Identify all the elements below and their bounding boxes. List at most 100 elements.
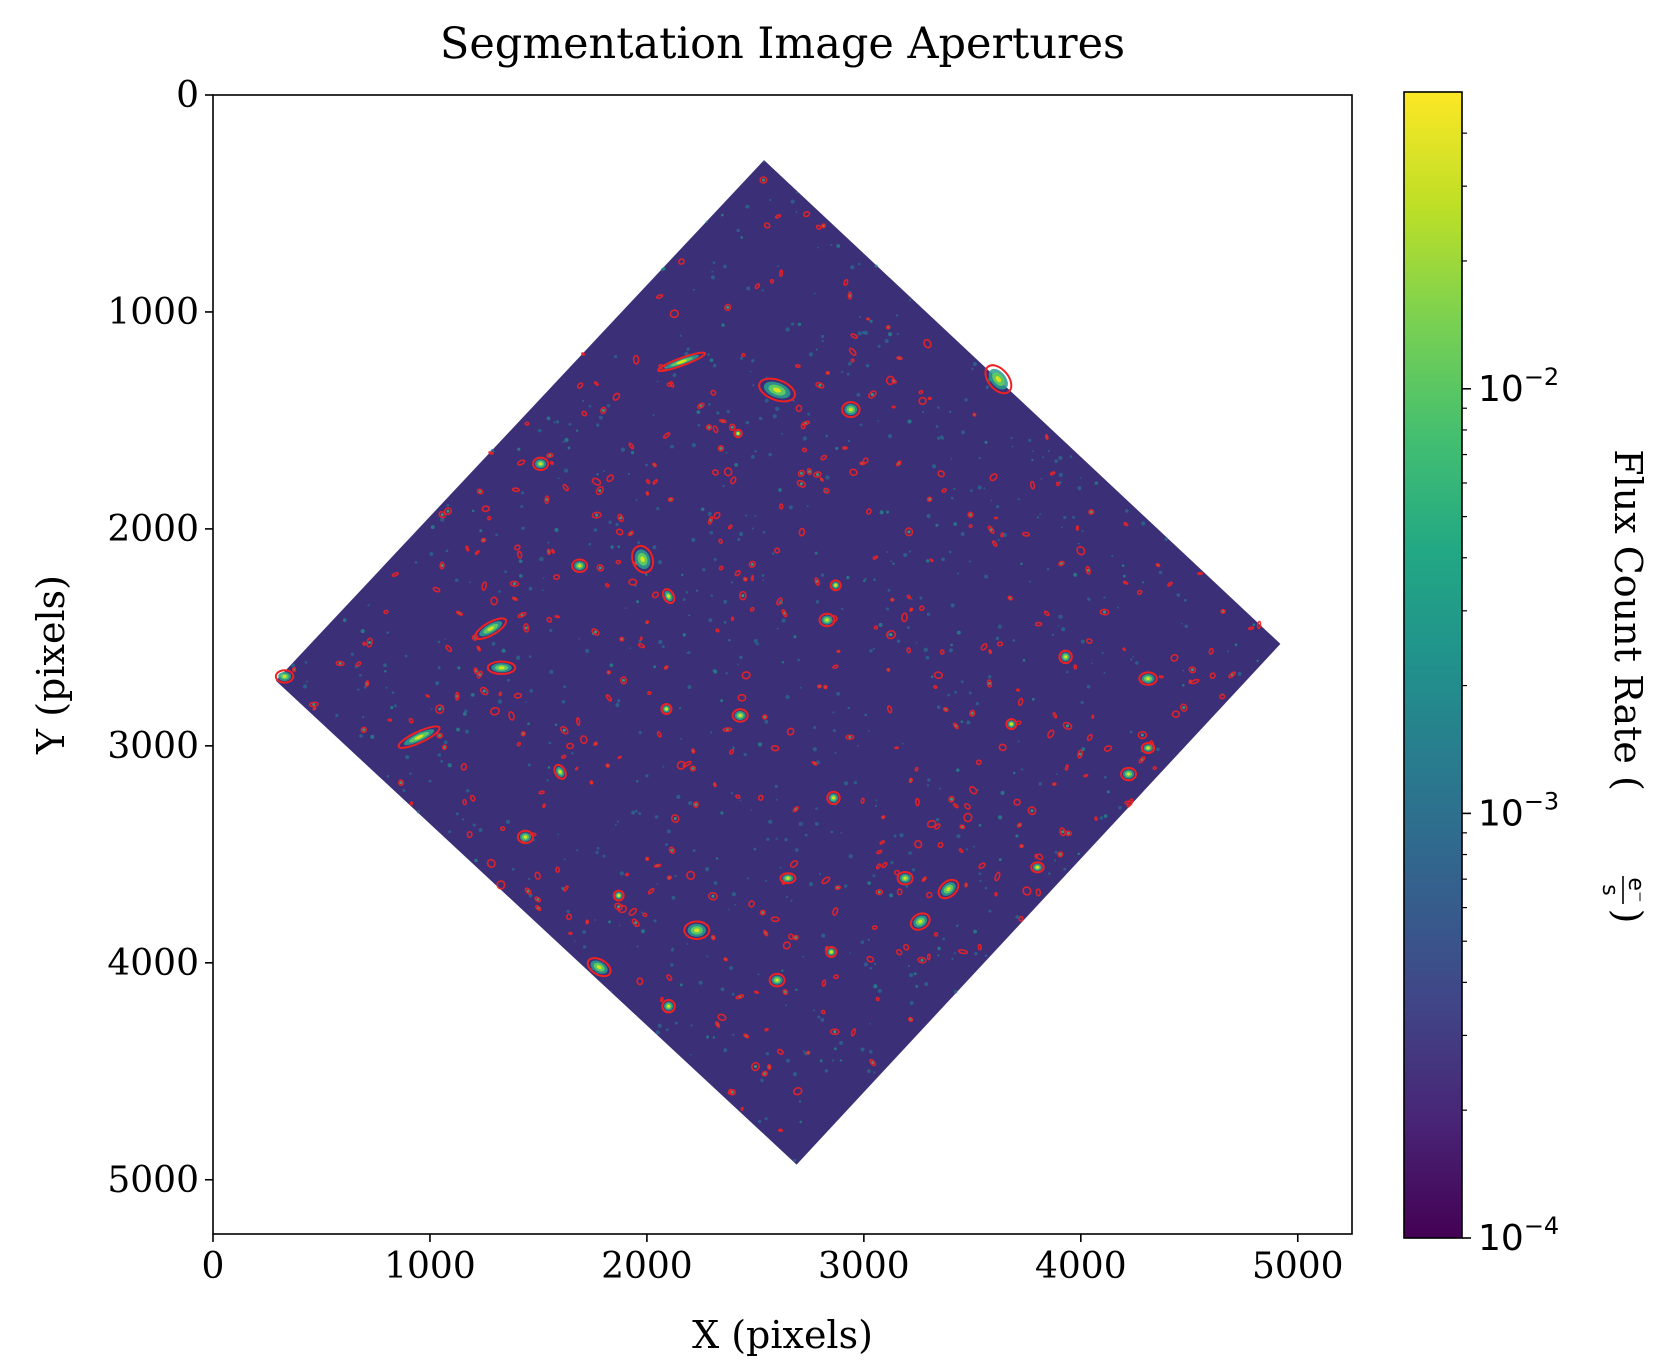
aperture [516,459,526,466]
aperture [908,777,913,784]
aperture [710,389,717,396]
aperture [986,679,993,688]
aperture [560,725,569,735]
aperture [806,1050,811,1055]
aperture [849,468,858,477]
aperture [1035,888,1042,897]
aperture [733,428,743,439]
bright-source [274,669,295,684]
aperture [439,561,445,570]
aperture [631,918,640,927]
aperture [834,885,842,891]
aperture [1052,782,1057,786]
aperture [833,974,839,980]
colorbar-unit-denominator: s [1597,884,1622,895]
bright-source [826,790,841,806]
aperture [571,558,589,574]
aperture [722,727,733,732]
bright-source [1138,671,1158,686]
aperture [627,530,634,537]
bright-source [397,725,441,749]
aperture [1137,730,1148,740]
aperture [967,511,974,518]
aperture [1015,688,1021,692]
aperture [560,754,567,759]
aperture [639,636,643,641]
aperture [906,647,912,654]
aperture [489,706,500,716]
aperture [762,929,769,937]
aperture [1086,638,1093,645]
aperture [969,786,978,795]
aperture [466,831,473,839]
aperture [651,591,660,599]
aperture [1155,562,1161,568]
image-footprint [275,160,1281,1165]
aperture [918,605,925,612]
aperture [1152,765,1157,771]
aperture [741,671,751,680]
aperture [868,390,877,399]
aperture [724,303,732,312]
aperture [989,473,998,482]
aperture [445,644,453,653]
aperture [615,528,624,536]
aperture [825,370,831,375]
aperture [820,454,828,461]
x-axis: 0 1000 2000 3000 4000 5000 [202,1234,1344,1287]
aperture [516,741,522,747]
aperture [595,485,604,496]
aperture [875,863,882,870]
aperture [937,878,960,900]
aperture [614,902,623,911]
aperture [770,745,780,752]
aperture [1179,703,1188,712]
aperture [617,755,622,760]
aperture [843,278,849,286]
aperture [628,442,635,450]
aperture [710,934,716,941]
x-tick-label: 0 [202,1246,225,1287]
aperture [1209,672,1216,679]
aperture [717,1013,727,1022]
bright-source [1140,742,1156,755]
aperture [723,957,728,962]
aperture [728,423,736,432]
aperture [1167,581,1173,587]
aperture [591,628,600,636]
y-axis: 0 1000 2000 3000 4000 5000 [107,75,213,1201]
aperture [847,291,853,300]
aperture [542,803,546,809]
aperture [469,794,476,802]
aperture [918,396,927,405]
aperture [652,479,658,485]
aperture [555,866,560,873]
aperture [933,671,944,680]
bright-source [661,588,676,605]
aperture [1122,647,1126,652]
aperture [1188,666,1197,674]
aperture [1043,610,1050,617]
aperture [666,875,672,880]
bright-source [486,660,517,675]
bright-source [829,579,842,592]
aperture [1136,589,1143,595]
aperture [792,934,799,941]
aperture [829,579,842,592]
aperture [591,477,602,486]
aperture [712,425,719,434]
aperture [574,766,579,771]
aperture [795,404,803,413]
bright-source [731,708,749,723]
bright-source [758,377,796,403]
aperture [666,382,673,387]
aperture [758,377,796,403]
aperture [862,457,869,464]
aperture [814,577,820,586]
aperture [1030,861,1045,874]
aperture [1027,806,1037,816]
aperture [657,351,707,373]
aperture [737,693,747,702]
aperture [797,469,806,478]
aperture [1055,481,1060,487]
